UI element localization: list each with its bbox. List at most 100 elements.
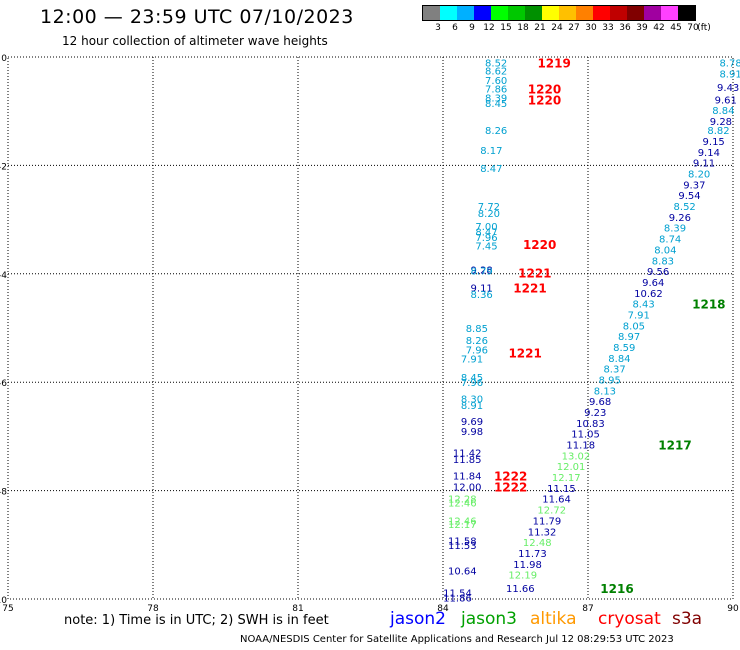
- legend-tick-label: 45: [670, 23, 682, 33]
- wave-height-value: 8.39: [664, 224, 686, 235]
- wave-height-value: 11.85: [453, 455, 482, 466]
- wave-height-value: 11.05: [571, 430, 600, 441]
- legend-swatch: [644, 6, 661, 20]
- page-title: 12:00 — 23:59 UTC 07/10/2023: [40, 6, 354, 28]
- wave-height-value: 8.84: [608, 354, 630, 365]
- x-tick-label: 87: [582, 604, 593, 614]
- legend-tick-label: 15: [500, 23, 512, 33]
- wave-height-value: 8.79: [471, 267, 493, 278]
- wave-height-value: 8.26: [466, 336, 488, 347]
- satellite-label-cryosat: cryosat: [598, 609, 661, 629]
- pass-time-label: 1216: [600, 582, 633, 596]
- wave-height-value: 7.86: [485, 84, 507, 95]
- satellite-label-jason2: jason2: [390, 609, 446, 629]
- wave-height-value: 9.56: [647, 267, 669, 278]
- wave-height-value: 9.14: [698, 148, 720, 159]
- y-tick-label: 0: [1, 54, 7, 64]
- pass-time-label: 1219: [537, 56, 570, 70]
- wave-height-value: 8.83: [652, 256, 674, 267]
- legend-tick-label: 6: [452, 23, 458, 33]
- wave-height-value: 8.45: [461, 373, 483, 384]
- wave-height-value: 10.64: [448, 566, 477, 577]
- y-tick-label: -2: [0, 162, 7, 172]
- wave-height-value: 9.28: [710, 117, 732, 128]
- legend-tick-label: 18: [517, 23, 529, 33]
- wave-height-value: 8.74: [659, 235, 681, 246]
- legend-swatch: [525, 6, 542, 20]
- wave-height-value: 8.91: [719, 69, 740, 80]
- y-tick-label: -4: [0, 271, 7, 281]
- wave-height-value: 12.46: [448, 499, 477, 510]
- wave-height-value: 9.68: [589, 397, 611, 408]
- wave-height-value: 8.20: [478, 209, 500, 220]
- wave-height-value: 12.00: [453, 482, 482, 493]
- wave-height-value: 11.98: [513, 560, 542, 571]
- x-tick-label: 90: [727, 604, 739, 614]
- wave-height-value: 8.26: [485, 126, 507, 137]
- pass-time-label: 1217: [658, 439, 691, 453]
- pass-time-label: 1220: [528, 93, 561, 107]
- wave-height-value: 8.59: [613, 343, 635, 354]
- wave-height-value: 8.30: [461, 394, 483, 405]
- wave-height-value: 8.47: [480, 164, 502, 175]
- wave-height-value: 8.13: [594, 386, 616, 397]
- legend-swatches: [422, 5, 696, 21]
- y-tick-label: -6: [0, 379, 7, 389]
- pass-time-label: 1220: [528, 82, 561, 96]
- wave-height-value: 11.18: [566, 441, 595, 452]
- footer-note: note: 1) Time is in UTC; 2) SWH is in fe…: [64, 613, 329, 628]
- wave-height-value: 8.04: [654, 245, 676, 256]
- legend-tick-label: 21: [534, 23, 546, 33]
- wave-height-value: 9.26: [669, 213, 691, 224]
- wave-height-value: 12.72: [537, 506, 566, 517]
- wave-height-value: 8.39: [485, 94, 507, 105]
- pass-time-label: 1222: [494, 480, 527, 494]
- wave-height-value: 7.96: [461, 378, 483, 389]
- wave-height-value: 8.47: [475, 228, 497, 239]
- wave-height-value: 7.45: [475, 242, 497, 253]
- legend-labels: 3 6 9 12 15 18 21 24 27 30 33 36 39 42 45 70 (ft): [422, 21, 711, 35]
- legend-tick-label: 36: [619, 23, 631, 33]
- legend-tick-label: 42: [653, 23, 665, 33]
- wave-height-value: 11.42: [453, 449, 482, 460]
- pass-time-label: 1218: [692, 298, 725, 312]
- legend-tick-label: 27: [568, 23, 580, 33]
- page-subtitle: 12 hour collection of altimeter wave hei…: [62, 34, 328, 48]
- wave-height-value: 11.58: [448, 536, 477, 547]
- wave-height-value: 8.82: [707, 126, 729, 137]
- legend-tick-label: 24: [551, 23, 563, 33]
- legend-swatch: [457, 6, 474, 20]
- pass-time-label: 1221: [518, 267, 551, 281]
- wave-height-value: 9.69: [461, 417, 483, 428]
- wave-height-value: 12.19: [508, 571, 537, 582]
- satellite-label-jason3: jason3: [461, 609, 517, 629]
- legend-tick-label: 12: [483, 23, 495, 33]
- wave-height-value: 11.64: [542, 495, 571, 506]
- wave-height-value: 9.15: [703, 137, 725, 148]
- pass-time-label: 1221: [513, 281, 546, 295]
- pass-time-label: 1220: [523, 238, 556, 252]
- legend-swatch: [440, 6, 457, 20]
- wave-height-value: 12.17: [448, 520, 477, 531]
- wave-height-value: 8.37: [603, 365, 625, 376]
- wave-height-value: 13.02: [562, 451, 591, 462]
- legend-tick-label: 9: [469, 23, 475, 33]
- wave-height-value: 12.46: [448, 516, 477, 527]
- wave-height-value: 7.60: [485, 76, 507, 87]
- wave-height-value: 8.52: [485, 58, 507, 69]
- wave-height-value: 9.54: [678, 191, 700, 202]
- wave-height-value: 8.91: [461, 401, 483, 412]
- y-tick-label: -10: [0, 596, 7, 606]
- wave-height-value: 11.54: [443, 588, 472, 599]
- legend-swatch: [559, 6, 576, 20]
- credit-line: NOAA/NESDIS Center for Satellite Applica…: [240, 634, 674, 645]
- legend-swatch: [661, 6, 678, 20]
- wave-height-value: 11.73: [518, 549, 547, 560]
- legend-swatch: [423, 6, 440, 20]
- legend-swatch: [678, 6, 695, 20]
- wave-height-value: 8.17: [480, 146, 502, 157]
- legend-tick-label: 3: [435, 23, 441, 33]
- wave-height-value: 9.37: [683, 180, 705, 191]
- wave-height-value: 11.86: [443, 593, 472, 604]
